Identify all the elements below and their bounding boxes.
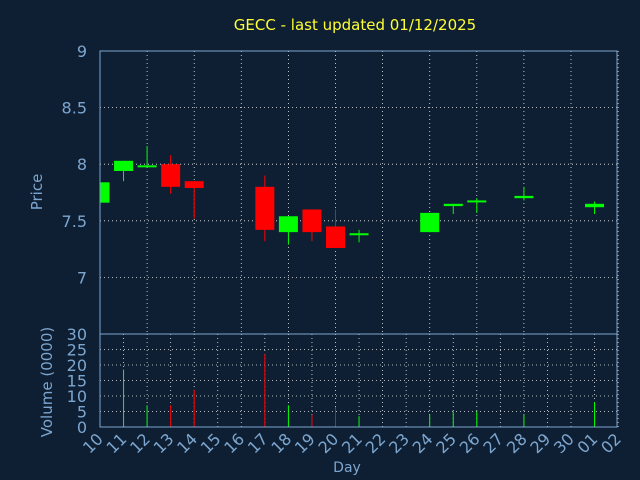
volume-tick-label: 15 xyxy=(67,372,87,391)
tick-labels: 77.588.590510152025301011121314151617181… xyxy=(62,42,625,457)
candle-body xyxy=(420,212,440,233)
price-grid xyxy=(100,50,619,334)
chart-title: GECC - last updated 01/12/2025 xyxy=(234,16,476,34)
volume-tick-label: 5 xyxy=(77,403,87,422)
x-axis-label: Day xyxy=(333,460,361,476)
candle-body xyxy=(467,200,487,203)
price-tick-label: 7.5 xyxy=(62,212,87,231)
candle-body xyxy=(114,160,134,171)
axes xyxy=(99,50,618,428)
candle-body xyxy=(443,203,463,207)
volume-axis-label: Volume (0000) xyxy=(38,327,56,437)
candle-body xyxy=(585,203,605,208)
price-tick-label: 8.5 xyxy=(62,99,87,118)
candle-body xyxy=(100,182,110,203)
candle-body xyxy=(255,186,275,230)
volume-grid xyxy=(100,333,619,428)
candle-body xyxy=(137,165,157,168)
price-tick-label: 8 xyxy=(77,155,87,174)
price-panel-frame xyxy=(99,50,618,335)
candle-body xyxy=(184,181,204,188)
volume-tick-label: 10 xyxy=(67,387,87,406)
candle-body xyxy=(514,195,534,199)
volume-tick-label: 25 xyxy=(67,341,87,360)
candle-body xyxy=(326,226,345,248)
volume-tick-label: 30 xyxy=(67,325,87,344)
volume-tick-label: 20 xyxy=(67,356,87,375)
x-tick-label: 02 xyxy=(597,429,625,457)
candle-body xyxy=(349,233,369,236)
candle-body xyxy=(302,209,322,233)
candle-body xyxy=(278,216,298,233)
price-candles xyxy=(99,146,605,248)
price-axis-label: Price xyxy=(28,174,46,211)
volume-tick-label: 0 xyxy=(77,418,87,437)
volume-bars xyxy=(123,354,596,427)
candle-body xyxy=(161,164,181,187)
price-tick-label: 7 xyxy=(77,268,87,287)
price-tick-label: 9 xyxy=(77,42,87,61)
volume-panel-frame xyxy=(99,333,618,428)
